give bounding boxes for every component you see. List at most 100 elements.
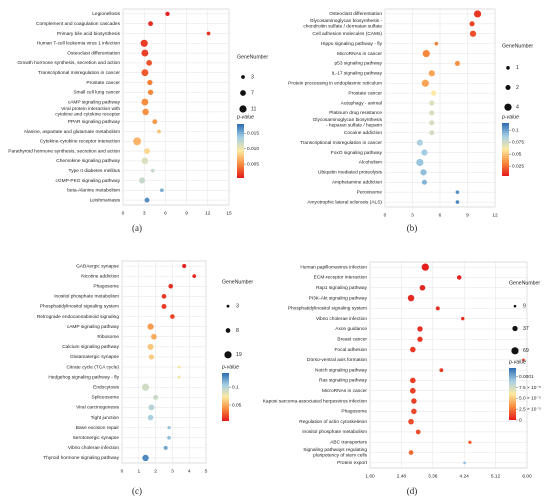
size-legend-dot	[511, 347, 519, 355]
category-label: Osteoclast differentiation	[67, 50, 120, 56]
colorbar	[509, 368, 516, 420]
category-label: ABC transporters	[330, 440, 367, 446]
category-label: Axon guidance	[335, 326, 367, 332]
category-label: Hippo signaling pathway - fly	[321, 41, 383, 47]
x-tick-label: 2.48	[397, 473, 407, 479]
dot	[461, 316, 465, 321]
category-label: Glycosaminoglycan biosynthesis - heparan …	[313, 117, 383, 128]
dot	[410, 346, 416, 353]
dot	[147, 79, 153, 86]
colorbar	[237, 124, 244, 178]
dot	[469, 21, 475, 27]
colorbar-title: p-value	[221, 364, 239, 370]
panel-label: (c)	[132, 486, 142, 496]
dot	[417, 326, 423, 332]
category-label: Inositol phosphate metabolism	[302, 429, 367, 435]
x-tick-label: 0	[122, 210, 125, 216]
colorbar-label: 0.015	[247, 131, 259, 137]
size-legend-dot	[239, 105, 247, 113]
dot	[422, 49, 430, 58]
category-label: Kaposi sarcoma-associated herpesvirus in…	[263, 398, 368, 404]
size-legend-dot	[241, 75, 245, 79]
dot	[455, 200, 460, 204]
category-label: Hedgehog signaling pathway - fly	[48, 374, 119, 380]
colorbar-label: 0.075	[512, 140, 524, 146]
dot	[141, 98, 149, 106]
category-label: cAMP signaling pathway	[67, 324, 120, 330]
size-legend-dot	[512, 325, 518, 332]
dot	[144, 197, 150, 203]
x-tick-label: 3	[171, 468, 174, 474]
category-label: Osteoclast differentiation	[329, 11, 382, 17]
category-label: Autophagy - animal	[341, 100, 382, 106]
colorbar-title: p-value	[236, 114, 254, 120]
size-legend-label: 19	[236, 352, 242, 358]
dot	[415, 429, 421, 435]
dot	[148, 21, 153, 27]
category-label: Peroxisome	[357, 189, 383, 195]
category-label: Protein processing in endoplasmic reticu…	[288, 81, 382, 87]
category-label: Glycosaminoglycan biosynthesis -chondroi…	[303, 18, 382, 29]
category-label: Rap1 signaling pathway	[316, 285, 368, 291]
dot	[421, 263, 429, 271]
size-legend-dot	[225, 328, 231, 333]
dot	[150, 168, 155, 173]
dot	[177, 365, 181, 369]
category-label: Phagosome	[341, 409, 367, 415]
dot	[141, 157, 149, 165]
category-label: Phagosome	[93, 284, 119, 290]
category-label: GABAergic synapse	[76, 263, 119, 269]
size-legend-dot	[226, 304, 230, 308]
x-tick-label: 1.60	[365, 473, 375, 479]
category-label: cGMP-PKG signaling pathway	[55, 178, 120, 184]
dot	[170, 314, 175, 319]
size-legend-dot	[513, 304, 517, 308]
category-label: Alanine, aspartate and glutamate metabol…	[24, 129, 120, 135]
colorbar-label: 2.5 × 10⁻⁵	[519, 406, 541, 412]
category-label: Breast cancer	[337, 337, 367, 343]
category-label: Spliceosome	[92, 395, 120, 401]
dot	[148, 404, 155, 411]
dot	[429, 100, 435, 106]
category-label: Human papillomavirus infection	[300, 264, 367, 270]
dot	[142, 454, 149, 462]
dot	[151, 333, 157, 340]
dot	[192, 274, 197, 278]
dot	[142, 108, 149, 116]
category-label: Ubiquitin mediated proteolysis	[318, 170, 383, 176]
x-tick-label: 4.24	[460, 473, 470, 479]
dot	[147, 323, 154, 330]
colorbar-label: 0.005	[247, 161, 259, 167]
x-tick-label: 0	[121, 468, 124, 474]
x-tick-label: 3.36	[428, 473, 438, 479]
category-label: Protein export	[337, 460, 368, 466]
x-tick-label: 6	[164, 210, 167, 216]
dot	[141, 383, 150, 391]
dot	[146, 60, 153, 66]
category-label: Alcoholism	[359, 160, 382, 166]
dot	[454, 60, 460, 66]
dot	[152, 119, 158, 125]
size-legend-label: 2	[516, 85, 519, 91]
category-label: PPAR signaling pathway	[68, 119, 121, 125]
dot	[473, 10, 482, 18]
dot	[140, 39, 148, 47]
colorbar-title: p-value	[501, 114, 519, 120]
dot	[147, 414, 154, 421]
category-label: Type II diabetes mellitus	[69, 168, 121, 174]
colorbar-label: 0.010	[247, 146, 259, 152]
dot	[147, 89, 154, 95]
x-tick-label: 12	[492, 212, 498, 218]
category-label: Serotonergic synapse	[73, 435, 120, 441]
panel-label: (d)	[407, 486, 418, 496]
dot	[435, 306, 440, 311]
dot	[455, 190, 460, 194]
category-label: Dorso-ventral axis formation	[307, 357, 367, 363]
dot	[429, 130, 435, 136]
dot	[411, 408, 417, 415]
category-label: MicroRNAs in cancer	[322, 388, 367, 394]
size-legend-label: 4	[516, 105, 519, 111]
dot	[416, 139, 423, 146]
dot	[456, 275, 462, 280]
